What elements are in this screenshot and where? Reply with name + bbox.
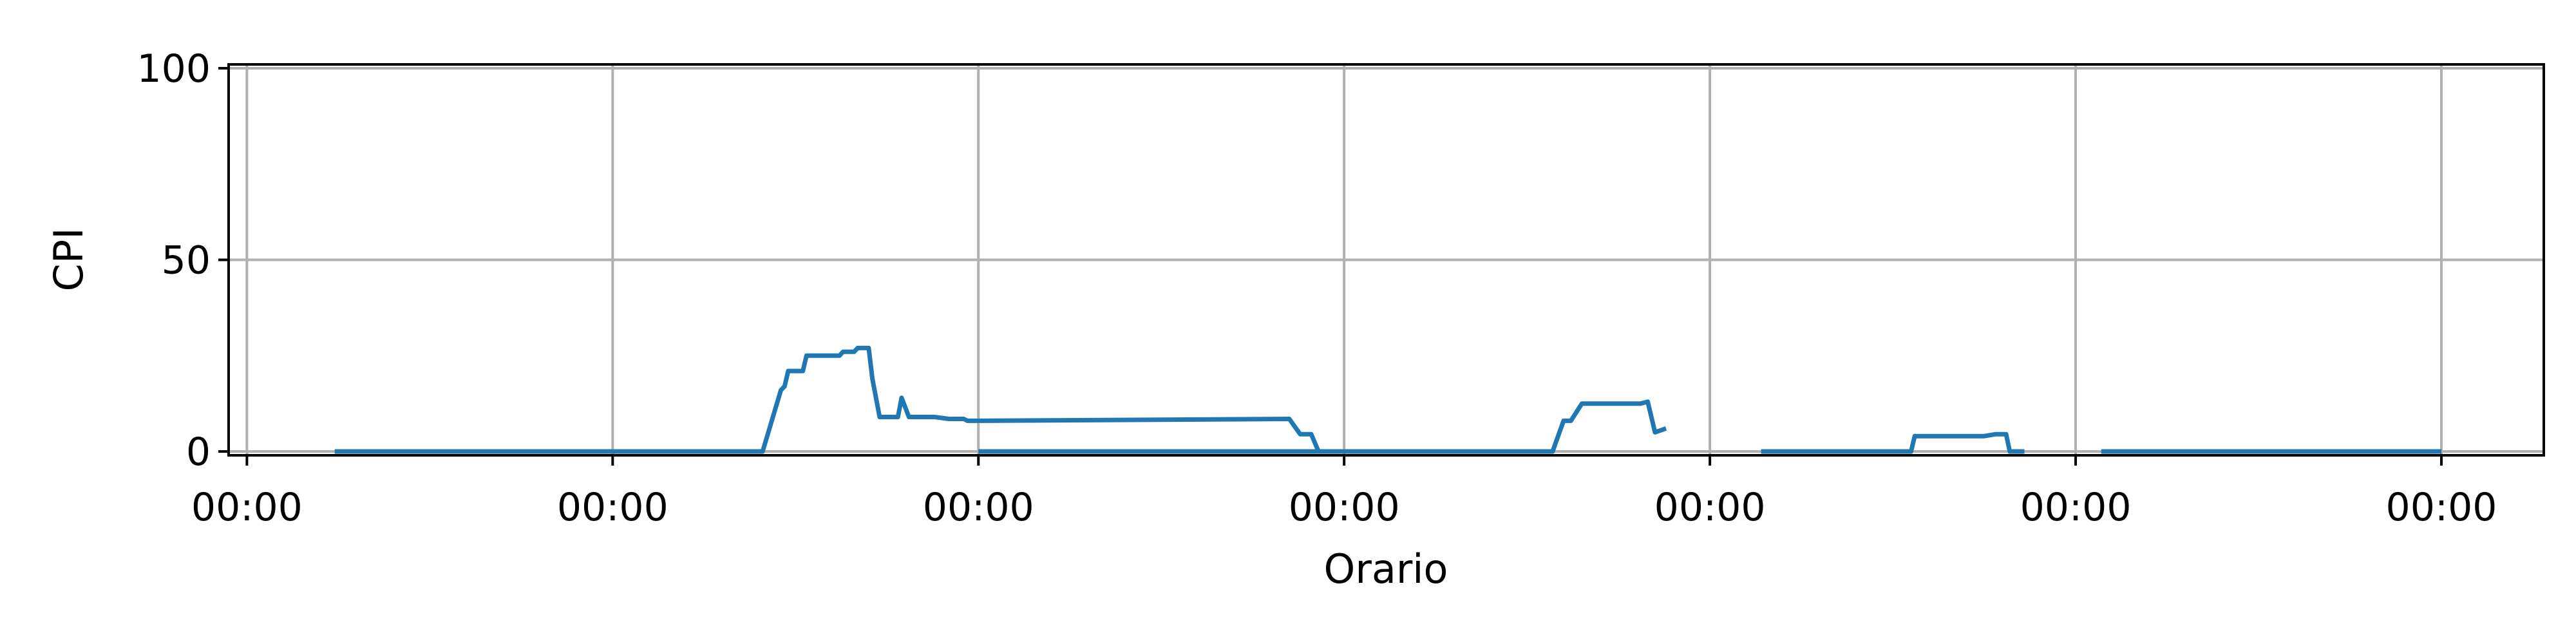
x-tick-label-1: 00:00 [557, 485, 668, 530]
x-axis-ticks: 00:00 00:00 00:00 00:00 00:00 00:00 00:00 [191, 455, 2497, 530]
y-axis-label: CPI [45, 228, 92, 292]
y-tick-label-2: 100 [137, 46, 211, 91]
x-tick-label-0: 00:00 [191, 485, 303, 530]
data-lines [334, 345, 2441, 454]
cpi-series-segment-0 [334, 345, 1321, 454]
x-axis-label: Orario [1324, 545, 1448, 592]
y-axis-ticks: 0 50 100 [137, 46, 229, 475]
x-tick-label-6: 00:00 [2386, 485, 2497, 530]
x-tick-label-5: 00:00 [2020, 485, 2132, 530]
cpi-series-segment-1 [978, 399, 1667, 454]
cpi-series-segment-2 [1761, 431, 2025, 454]
y-tick-label-1: 50 [162, 238, 211, 283]
y-tick-label-0: 0 [186, 430, 211, 475]
x-tick-label-4: 00:00 [1654, 485, 1766, 530]
x-tick-label-2: 00:00 [923, 485, 1034, 530]
x-tick-label-3: 00:00 [1289, 485, 1400, 530]
